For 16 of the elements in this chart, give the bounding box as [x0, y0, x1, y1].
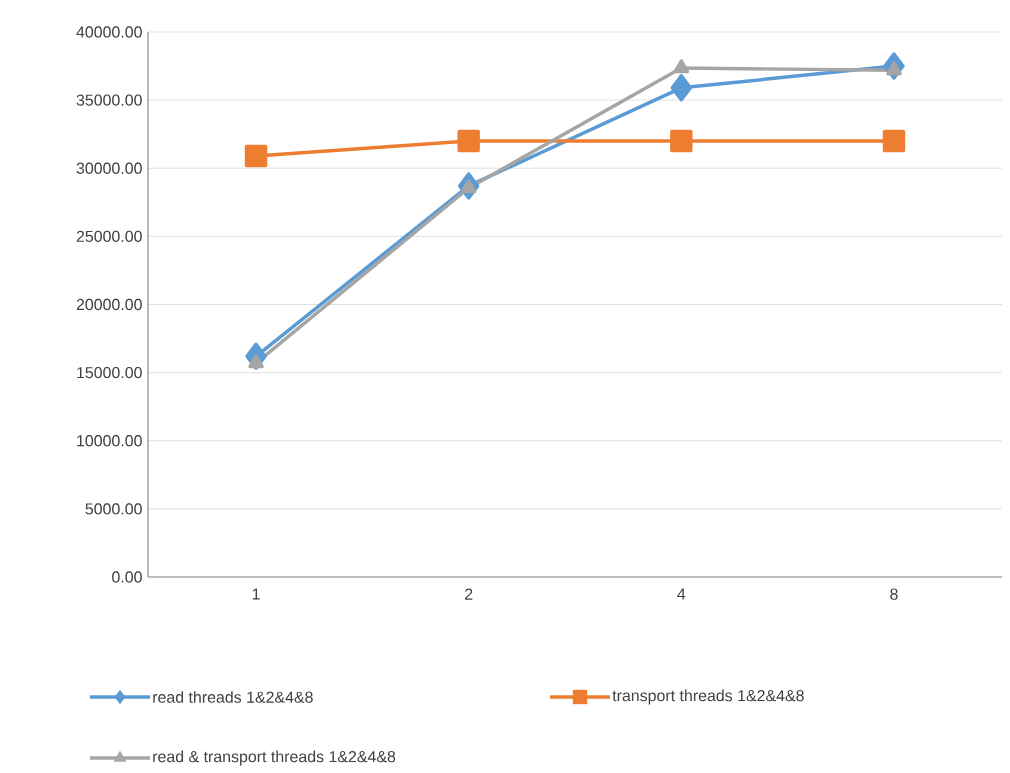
x-tick-label: 2	[465, 588, 473, 600]
legend-label: read threads 1&2&4&8	[153, 691, 313, 703]
y-tick-label: 10000.00	[77, 435, 142, 447]
y-tick-label: 0.00	[112, 571, 142, 583]
x-tick-label: 4	[677, 588, 686, 600]
y-tick-label: 35000.00	[76, 94, 142, 106]
y-tick-label: 40000.00	[76, 26, 142, 38]
y-tick-label: 20000.00	[76, 298, 142, 311]
x-tick-label: 1	[252, 588, 260, 600]
y-tick-label: 25000.00	[76, 230, 142, 243]
y-tick-label: 15000.00	[77, 366, 142, 379]
legend-label: transport threads 1&2&4&8	[612, 689, 804, 705]
legend-label: read & transport threads 1&2&4&8	[153, 750, 396, 766]
x-tick-label: 8	[890, 588, 898, 600]
y-tick-label: 5000.00	[85, 503, 142, 515]
y-tick-label: 30000.00	[76, 162, 142, 174]
